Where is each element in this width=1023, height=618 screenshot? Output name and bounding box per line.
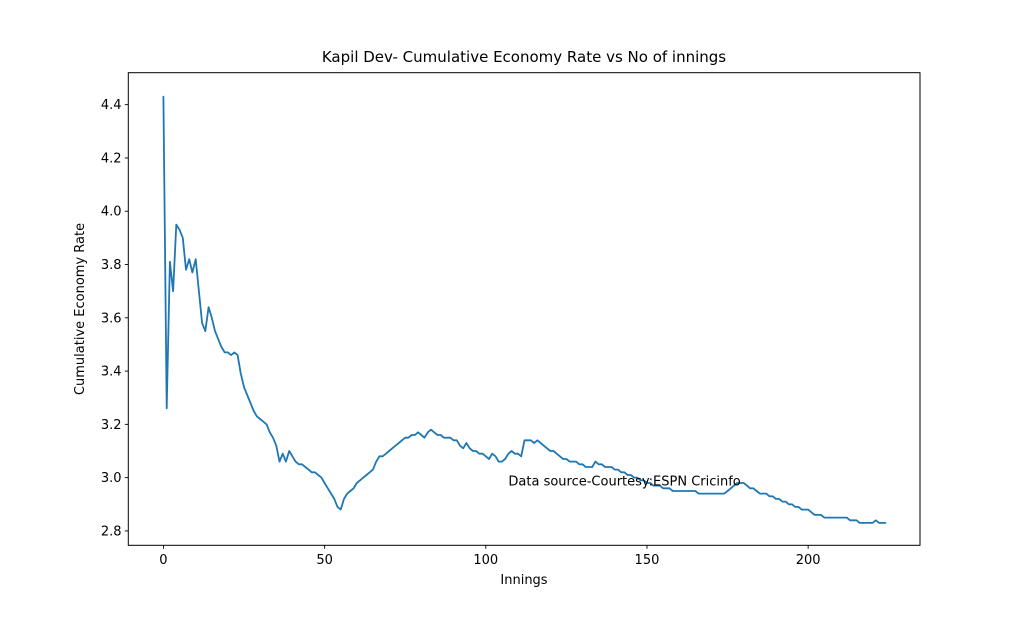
y-tick-label: 4.4: [101, 98, 122, 113]
x-tick-label: 150: [635, 553, 660, 568]
y-tick-label: 4.0: [101, 205, 122, 220]
y-tick-label: 3.0: [101, 471, 122, 486]
y-axis-label: Cumulative Economy Rate: [73, 223, 88, 395]
x-axis-label: Innings: [500, 573, 547, 588]
y-tick-label: 4.2: [101, 151, 122, 166]
y-tick-label: 3.2: [101, 418, 122, 433]
x-tick-label: 0: [159, 553, 167, 568]
x-axis-ticks: 0 50 100 150 200: [159, 545, 821, 568]
y-tick-label: 3.4: [101, 365, 122, 380]
annotation-text: Data source-Courtesy:ESPN Cricinfo: [508, 475, 740, 490]
y-tick-label: 2.8: [101, 524, 122, 539]
economy-rate-line: [162, 95, 887, 524]
y-axis-ticks: 2.8 3.0 3.2 3.4 3.6 3.8 4.0 4.2 4.4: [101, 98, 129, 539]
chart-title: Kapil Dev- Cumulative Economy Rate vs No…: [322, 48, 726, 66]
y-tick-label: 3.8: [101, 258, 122, 273]
x-tick-label: 100: [473, 553, 498, 568]
x-tick-label: 50: [316, 553, 333, 568]
plot-border: [127, 72, 921, 546]
y-tick-label: 3.6: [101, 311, 122, 326]
x-tick-label: 200: [796, 553, 821, 568]
